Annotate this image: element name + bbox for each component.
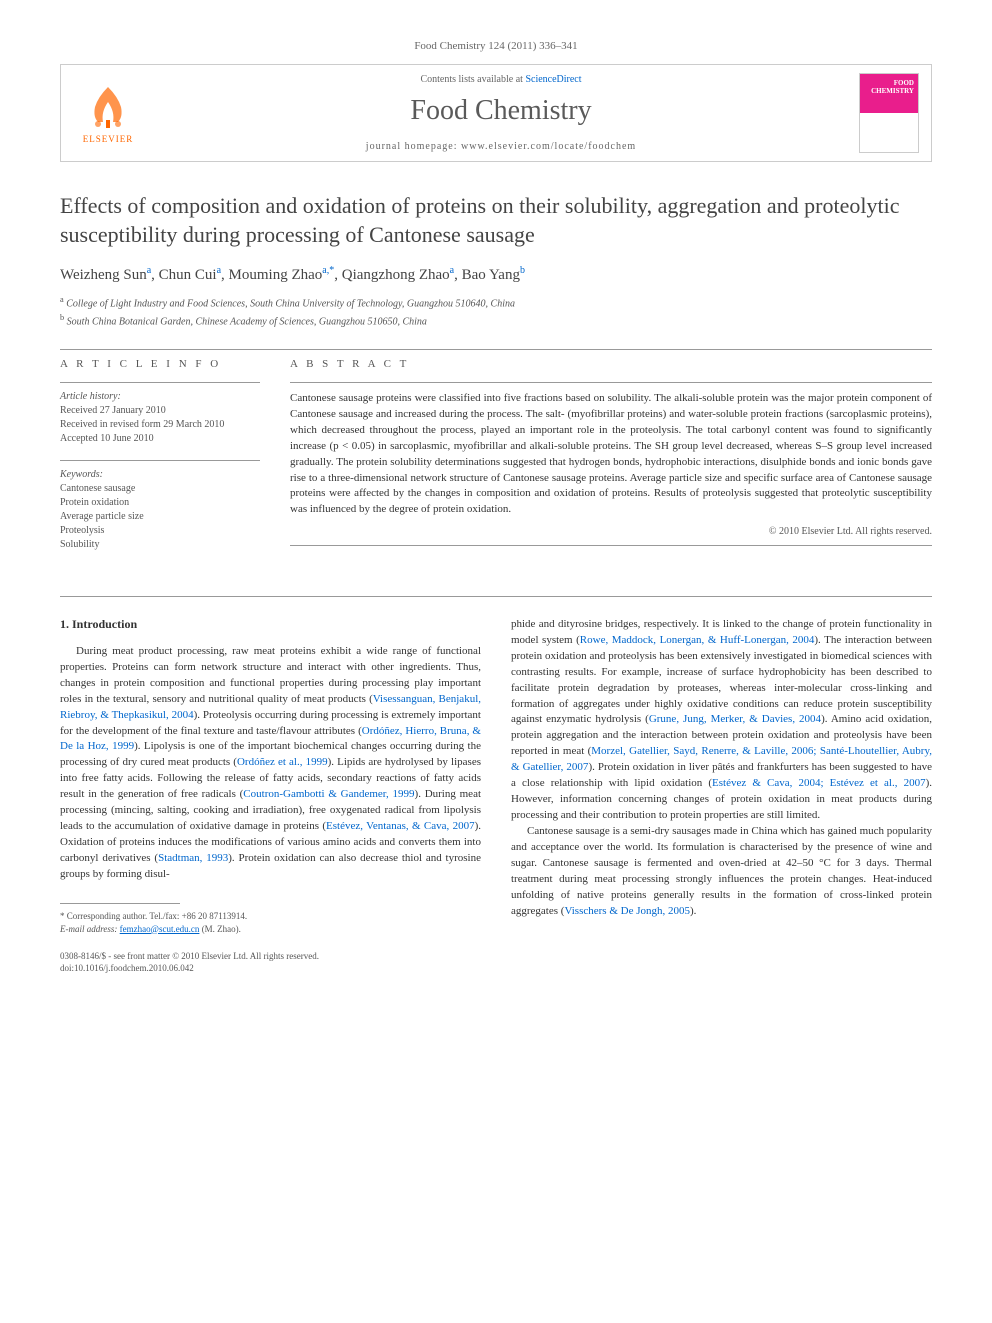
- author-3-affil: a,*: [322, 265, 334, 276]
- ref-link[interactable]: Estévez & Cava, 2004; Estévez et al., 20…: [712, 777, 926, 789]
- email-link[interactable]: femzhao@scut.edu.cn: [120, 924, 200, 934]
- article-info-heading: A R T I C L E I N F O: [60, 358, 260, 370]
- divider: [60, 382, 260, 383]
- author-3: , Mouming Zhao: [221, 267, 322, 283]
- ref-link[interactable]: Grune, Jung, Merker, & Davies, 2004: [649, 713, 821, 725]
- column-left: 1. Introduction During meat product proc…: [60, 617, 481, 975]
- ref-link[interactable]: Visschers & De Jongh, 2005: [564, 905, 690, 917]
- intro-paragraph-2: Cantonese sausage is a semi-dry sausages…: [511, 824, 932, 920]
- masthead-center: Contents lists available at ScienceDirec…: [143, 74, 859, 152]
- journal-cover-thumbnail: FOOD CHEMISTRY: [859, 73, 919, 153]
- divider: [60, 349, 932, 350]
- homepage-prefix: journal homepage:: [366, 141, 461, 152]
- history-accepted: Accepted 10 June 2010: [60, 432, 260, 446]
- ref-link[interactable]: Ordóñez et al., 1999: [237, 756, 328, 768]
- column-right: phide and dityrosine bridges, respective…: [511, 617, 932, 975]
- ref-link[interactable]: Stadtman, 1993: [158, 852, 228, 864]
- elsevier-brand-text: ELSEVIER: [83, 134, 134, 144]
- contents-prefix: Contents lists available at: [420, 74, 525, 85]
- journal-title: Food Chemistry: [143, 95, 859, 127]
- email-suffix: (M. Zhao).: [199, 924, 241, 934]
- corr-text: * Corresponding author. Tel./fax: +86 20…: [60, 910, 481, 923]
- affil-b-marker: b: [60, 313, 64, 322]
- author-1: Weizheng Sun: [60, 267, 147, 283]
- kw-1: Cantonese sausage: [60, 482, 260, 496]
- history-label: Article history:: [60, 391, 260, 402]
- divider: [290, 545, 932, 546]
- ref-link[interactable]: Estévez, Ventanas, & Cava, 2007: [326, 820, 475, 832]
- body-columns: 1. Introduction During meat product proc…: [60, 617, 932, 975]
- divider: [60, 460, 260, 461]
- authors-line: Weizheng Suna, Chun Cuia, Mouming Zhaoa,…: [60, 265, 932, 284]
- intro-paragraph-1-cont: phide and dityrosine bridges, respective…: [511, 617, 932, 824]
- article-title: Effects of composition and oxidation of …: [60, 192, 932, 249]
- intro-heading: 1. Introduction: [60, 617, 481, 632]
- journal-homepage: journal homepage: www.elsevier.com/locat…: [143, 141, 859, 152]
- divider: [290, 382, 932, 383]
- author-5-affil: b: [520, 265, 525, 276]
- affiliations: a College of Light Industry and Food Sci…: [60, 294, 932, 329]
- footer-line2: doi:10.1016/j.foodchem.2010.06.042: [60, 963, 481, 975]
- author-5: , Bao Yang: [454, 267, 520, 283]
- affil-b-text: South China Botanical Garden, Chinese Ac…: [67, 316, 427, 327]
- author-2: , Chun Cui: [151, 267, 216, 283]
- contents-available: Contents lists available at ScienceDirec…: [143, 74, 859, 85]
- homepage-url: www.elsevier.com/locate/foodchem: [461, 141, 636, 152]
- affil-a-text: College of Light Industry and Food Scien…: [66, 299, 515, 310]
- abstract-heading: A B S T R A C T: [290, 358, 932, 370]
- history-revised: Received in revised form 29 March 2010: [60, 418, 260, 432]
- elsevier-tree-icon: [83, 82, 133, 132]
- affil-a-marker: a: [60, 295, 64, 304]
- keywords-label: Keywords:: [60, 469, 260, 480]
- intro-paragraph-1: During meat product processing, raw meat…: [60, 644, 481, 883]
- divider: [60, 596, 932, 597]
- footnote-divider: [60, 903, 180, 904]
- author-4: , Qiangzhong Zhao: [334, 267, 449, 283]
- article-info: A R T I C L E I N F O Article history: R…: [60, 358, 260, 566]
- body-text-span: ). The interaction between protein oxida…: [511, 634, 932, 726]
- masthead: ELSEVIER Contents lists available at Sci…: [60, 64, 932, 162]
- abstract-copyright: © 2010 Elsevier Ltd. All rights reserved…: [290, 526, 932, 537]
- kw-3: Average particle size: [60, 510, 260, 524]
- footer-line1: 0308-8146/$ - see front matter © 2010 El…: [60, 951, 481, 963]
- corresponding-author-footnote: * Corresponding author. Tel./fax: +86 20…: [60, 910, 481, 935]
- email-label: E-mail address:: [60, 924, 117, 934]
- footer: 0308-8146/$ - see front matter © 2010 El…: [60, 951, 481, 974]
- journal-reference: Food Chemistry 124 (2011) 336–341: [60, 40, 932, 52]
- abstract: A B S T R A C T Cantonese sausage protei…: [290, 358, 932, 566]
- kw-4: Proteolysis: [60, 524, 260, 538]
- ref-link[interactable]: Coutron-Gambotti & Gandemer, 1999: [243, 788, 414, 800]
- kw-2: Protein oxidation: [60, 496, 260, 510]
- ref-link[interactable]: Rowe, Maddock, Lonergan, & Huff-Lonergan…: [580, 634, 815, 646]
- elsevier-logo: ELSEVIER: [73, 73, 143, 153]
- body-text-span: Cantonese sausage is a semi-dry sausages…: [511, 825, 932, 917]
- sciencedirect-link[interactable]: ScienceDirect: [525, 74, 581, 85]
- cover-line2: CHEMISTRY: [871, 88, 914, 96]
- abstract-text: Cantonese sausage proteins were classifi…: [290, 391, 932, 519]
- body-text-span: ).: [690, 905, 696, 917]
- history-received: Received 27 January 2010: [60, 404, 260, 418]
- kw-5: Solubility: [60, 538, 260, 552]
